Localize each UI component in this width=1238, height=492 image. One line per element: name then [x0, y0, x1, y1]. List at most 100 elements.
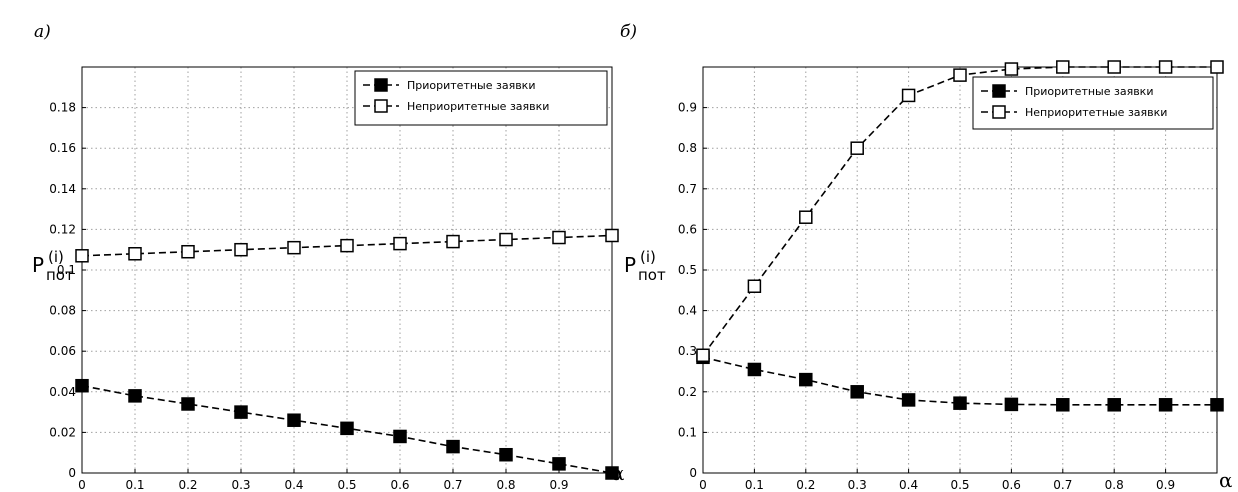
x-tick-label: 0.5	[337, 478, 356, 492]
data-point-priority	[181, 397, 195, 411]
x-tick-label: 0.3	[848, 478, 867, 492]
legend-marker	[992, 84, 1006, 98]
y-tick-label: 0	[689, 466, 697, 480]
data-point-nonpriority	[901, 88, 916, 103]
data-point-priority	[953, 396, 967, 410]
legend-entry-nonpriority: Неприоритетные заявки	[1025, 106, 1167, 119]
data-point-nonpriority	[605, 228, 619, 243]
data-point-priority	[850, 385, 864, 399]
x-tick-label: 0.9	[1156, 478, 1175, 492]
data-point-nonpriority	[552, 230, 566, 245]
data-point-priority	[393, 429, 407, 444]
y-tick-label: 0.6	[678, 222, 697, 236]
y-tick-label: 0.2	[678, 385, 697, 399]
y-axis-label-main: P	[624, 253, 636, 277]
y-tick-label: 0.04	[49, 385, 76, 399]
chart-panel-b: б) 0 0.1 0.2 0.3 0.4 0.5 0.6 0.7 0.8 0.9 0 0.1 0.2 0.3…	[620, 22, 1233, 492]
legend-entry-priority: Приоритетные заявки	[407, 79, 535, 92]
y-tick-label: 0.16	[49, 141, 76, 155]
y-tick-label: 0.08	[49, 304, 76, 318]
y-axis-label-sup: (i)	[640, 248, 656, 266]
y-axis-label-sub: пот	[638, 266, 666, 284]
legend-marker	[992, 105, 1006, 119]
x-tick-label: 0.1	[745, 478, 764, 492]
y-tick-label: 0	[68, 466, 76, 480]
x-tick-label: 0.5	[950, 478, 969, 492]
data-point-priority	[234, 405, 248, 419]
data-point-nonpriority	[1158, 60, 1173, 74]
y-tick-label: 0.3	[678, 344, 697, 358]
data-point-priority	[1210, 398, 1224, 412]
data-point-priority	[340, 421, 354, 436]
y-tick-label: 0.1	[678, 425, 697, 439]
y-tick-label: 0.5	[678, 263, 697, 277]
x-tick-label: 0.6	[390, 478, 409, 492]
x-tick-label: 0.6	[1002, 478, 1021, 492]
data-point-nonpriority	[75, 249, 89, 263]
x-tick-label: 0.7	[1053, 478, 1072, 492]
x-tick-label: 0.4	[899, 478, 918, 492]
y-tick-label: 0.06	[49, 344, 76, 358]
legend-box	[354, 70, 608, 126]
chart-panel-a: а) 0 0.1 0.2 0.3 0.4 0.5 0.6 0.7 0.8 0.9 0 0.02 0.04 0…	[32, 22, 625, 492]
plot-frame	[702, 66, 1218, 474]
data-point-nonpriority	[1107, 60, 1121, 74]
panel-label: б)	[620, 22, 637, 42]
y-axis-label-main: P	[32, 253, 44, 277]
x-tick-label: 0.8	[496, 478, 515, 492]
x-tick-label: 0	[78, 478, 86, 492]
y-axis-label-sup: (i)	[48, 248, 64, 266]
data-point-nonpriority	[234, 242, 248, 257]
x-tick-label: 0.2	[796, 478, 815, 492]
y-tick-label: 0.9	[678, 101, 697, 115]
data-point-nonpriority	[953, 68, 967, 82]
x-axis-label: α	[1219, 468, 1233, 492]
legend-marker	[374, 99, 388, 113]
data-point-priority	[128, 389, 142, 403]
x-tick-label: 0.9	[549, 478, 568, 492]
data-point-priority	[1004, 397, 1019, 412]
y-axis-label-sub: пот	[46, 266, 74, 284]
y-tick-label: 0.12	[49, 222, 76, 236]
y-tick-label: 0.02	[49, 425, 76, 439]
data-point-nonpriority	[287, 240, 301, 255]
x-tick-label: 0.8	[1105, 478, 1124, 492]
x-tick-label: 0.1	[125, 478, 144, 492]
legend-entry-nonpriority: Неприоритетные заявки	[407, 100, 549, 113]
y-tick-label: 0.7	[678, 182, 697, 196]
series-line-priority	[702, 356, 1217, 406]
y-tick-label: 0.1	[57, 263, 76, 277]
y-tick-label: 0.4	[678, 304, 697, 318]
data-point-priority	[552, 457, 566, 471]
data-point-priority	[799, 372, 813, 387]
y-tick-label: 0.18	[49, 101, 76, 115]
data-point-priority	[75, 378, 89, 393]
data-point-nonpriority	[340, 238, 354, 253]
data-point-nonpriority	[1056, 60, 1070, 74]
data-point-priority	[446, 439, 460, 454]
data-point-priority	[1158, 398, 1173, 412]
y-tick-label: 0.8	[678, 141, 697, 155]
data-point-priority	[605, 466, 619, 480]
data-point-nonpriority	[128, 247, 142, 261]
data-point-nonpriority	[747, 279, 762, 293]
data-point-nonpriority	[1210, 60, 1224, 74]
legend-entry-priority: Приоритетные заявки	[1025, 85, 1153, 98]
data-point-nonpriority	[799, 210, 813, 224]
data-point-nonpriority	[1004, 62, 1019, 76]
x-tick-label: 0.3	[231, 478, 250, 492]
data-point-priority	[901, 393, 916, 407]
plot-frame	[81, 66, 613, 474]
x-tick-label: 0	[699, 478, 707, 492]
data-point-nonpriority	[393, 236, 407, 251]
x-tick-label: 0.4	[284, 478, 303, 492]
y-tick-label: 0.14	[49, 182, 76, 196]
data-point-nonpriority	[499, 232, 513, 247]
data-point-nonpriority	[181, 244, 195, 259]
data-point-priority	[1056, 398, 1070, 412]
data-point-priority	[747, 362, 762, 377]
data-point-nonpriority	[446, 234, 460, 249]
data-point-priority	[287, 413, 301, 427]
legend-box	[972, 76, 1214, 130]
